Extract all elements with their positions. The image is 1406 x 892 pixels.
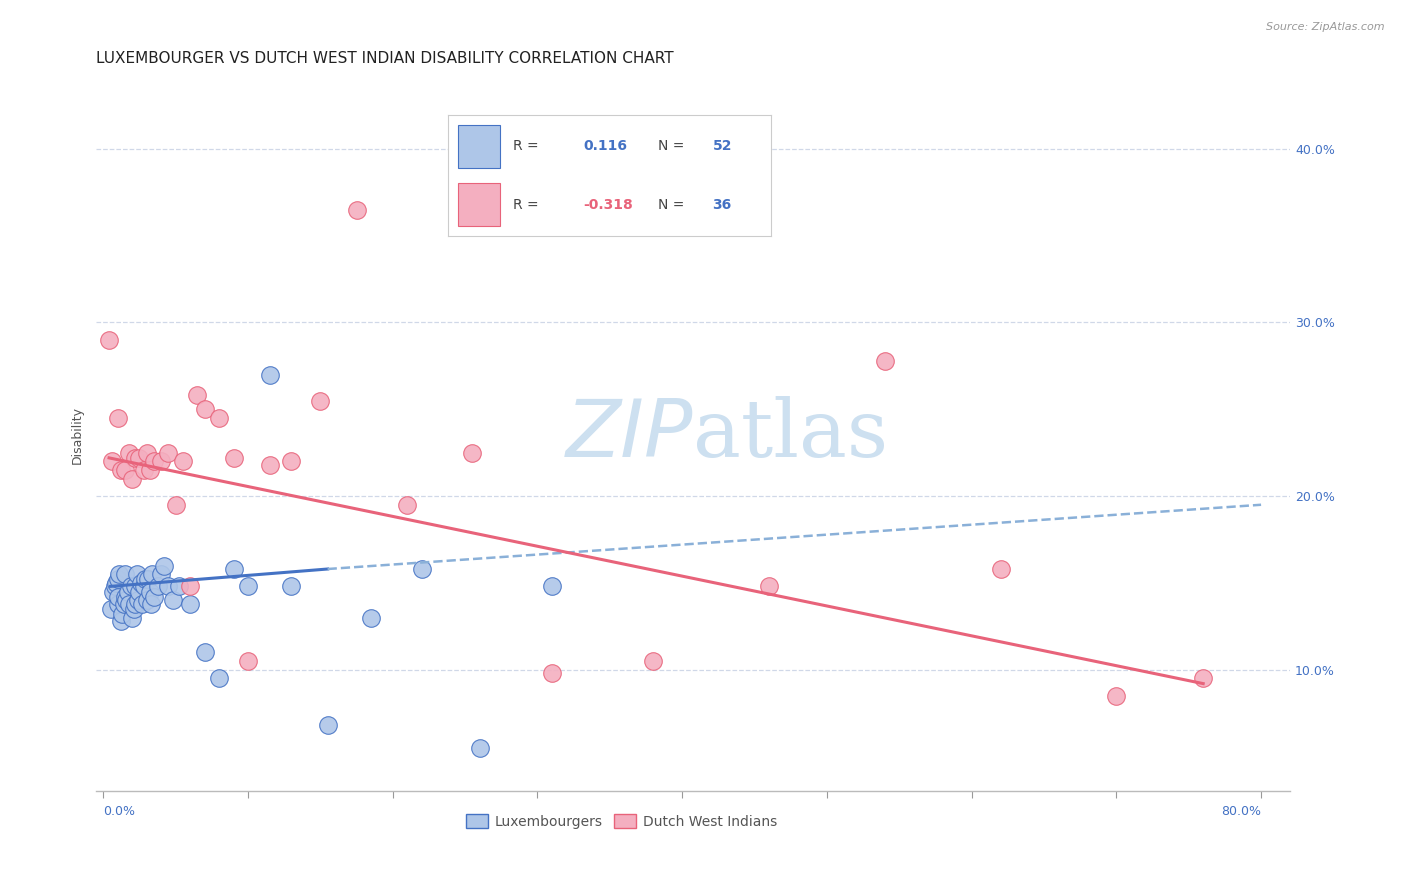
Point [124, 579, 146, 593]
Point [128, 450, 150, 465]
Point [127, 593, 149, 607]
Point [104, 579, 127, 593]
Point [186, 388, 208, 402]
Point [165, 498, 187, 512]
Point [124, 597, 146, 611]
Point [150, 454, 173, 468]
Point [121, 610, 143, 624]
Point [100, 602, 122, 616]
Point [118, 597, 141, 611]
Point [873, 353, 896, 368]
Legend: Luxembourgers, Dutch West Indians: Luxembourgers, Dutch West Indians [460, 808, 783, 834]
Point [208, 672, 231, 686]
Point [142, 590, 165, 604]
Point [316, 718, 339, 732]
Point [131, 597, 153, 611]
Point [129, 575, 152, 590]
Point [120, 579, 142, 593]
Point [172, 454, 194, 468]
Point [236, 654, 259, 668]
Point [309, 393, 332, 408]
Point [150, 567, 173, 582]
Point [125, 567, 148, 582]
Point [103, 584, 125, 599]
Point [114, 590, 136, 604]
Point [346, 202, 368, 217]
Point [236, 579, 259, 593]
Point [396, 498, 419, 512]
Point [153, 558, 176, 573]
Point [107, 573, 129, 587]
Point [758, 579, 780, 593]
Point [468, 740, 491, 755]
Point [135, 593, 157, 607]
Text: ZIP: ZIP [565, 396, 693, 475]
Point [107, 411, 129, 425]
Point [128, 584, 150, 599]
Point [222, 450, 245, 465]
Point [179, 579, 201, 593]
Point [132, 579, 155, 593]
Point [110, 614, 132, 628]
Point [121, 472, 143, 486]
Point [990, 562, 1012, 576]
Point [280, 454, 302, 468]
Text: LUXEMBOURGER VS DUTCH WEST INDIAN DISABILITY CORRELATION CHART: LUXEMBOURGER VS DUTCH WEST INDIAN DISABI… [96, 51, 673, 66]
Point [112, 597, 135, 611]
Y-axis label: Disability: Disability [72, 407, 84, 465]
Point [118, 445, 141, 459]
Point [360, 610, 382, 624]
Point [139, 597, 162, 611]
Point [157, 445, 180, 459]
Point [222, 562, 245, 576]
Text: 80.0%: 80.0% [1220, 805, 1261, 818]
Point [124, 450, 146, 465]
Point [122, 602, 145, 616]
Point [461, 445, 484, 459]
Point [107, 590, 129, 604]
Point [194, 645, 217, 659]
Point [107, 597, 129, 611]
Point [259, 458, 281, 472]
Point [541, 666, 564, 681]
Point [138, 584, 160, 599]
Point [115, 593, 138, 607]
Point [135, 445, 157, 459]
Point [167, 579, 190, 593]
Point [280, 579, 302, 593]
Point [134, 573, 156, 587]
Point [105, 575, 128, 590]
Point [1105, 689, 1128, 703]
Point [1192, 672, 1215, 686]
Point [114, 567, 136, 582]
Point [98, 333, 121, 347]
Point [148, 579, 170, 593]
Text: 0.0%: 0.0% [103, 805, 135, 818]
Point [138, 463, 160, 477]
Point [643, 654, 665, 668]
Point [114, 463, 136, 477]
Point [136, 573, 159, 587]
Point [132, 463, 155, 477]
Point [101, 454, 124, 468]
Point [117, 584, 139, 599]
Point [157, 579, 180, 593]
Point [110, 463, 132, 477]
Point [194, 402, 217, 417]
Point [179, 597, 201, 611]
Point [162, 593, 184, 607]
Point [141, 567, 163, 582]
Point [541, 579, 564, 593]
Point [111, 607, 134, 622]
Point [208, 411, 231, 425]
Text: atlas: atlas [693, 396, 889, 475]
Point [259, 368, 281, 382]
Point [142, 454, 165, 468]
Point [411, 562, 433, 576]
Text: Source: ZipAtlas.com: Source: ZipAtlas.com [1267, 22, 1385, 32]
Point [108, 567, 131, 582]
